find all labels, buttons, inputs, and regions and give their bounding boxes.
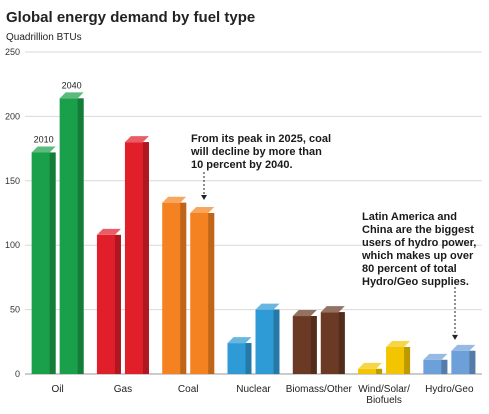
- bar-coal-2040: [190, 207, 215, 374]
- bar-gas-2010: [96, 228, 121, 374]
- x-label-wind-solar-biofuels: Wind/Solar/Biofuels: [358, 384, 410, 406]
- bar-coal-2010: [162, 196, 187, 374]
- x-label-nuclear: Nuclear: [236, 384, 271, 395]
- y-tick-label-50: 50: [10, 305, 20, 315]
- x-label-coal: Coal: [178, 384, 199, 395]
- bar-hydro-geo-2010: [423, 353, 448, 374]
- y-tick-label-150: 150: [5, 176, 20, 186]
- annotation-1-arrowhead: [201, 195, 207, 200]
- annotation-2-arrowhead: [452, 334, 458, 340]
- x-axis-labels: Oil Gas Coal Nuclear Biomass/Other Wind/Solar…: [52, 384, 474, 406]
- y-axis-unit-label: Quadrillion BTUs: [6, 32, 82, 43]
- bar-oil-2040: [59, 92, 84, 375]
- bar-biomass-other-2010: [292, 310, 317, 374]
- x-label-gas: Gas: [114, 384, 132, 395]
- series-label-2010: 2010: [34, 134, 54, 144]
- bar-biomass-other-2040: [320, 306, 345, 374]
- bar-nuclear-2040: [255, 303, 280, 374]
- y-tick-label-100: 100: [5, 240, 20, 250]
- bar-nuclear-2010: [227, 337, 252, 374]
- y-tick-label-250: 250: [5, 47, 20, 57]
- y-axis-ticks: 0 50 100 150 200 250: [5, 47, 20, 379]
- x-label-oil: Oil: [52, 384, 64, 395]
- annotation-2: Latin America and China are the biggest us…: [361, 211, 476, 288]
- bar-wind-solar-biofuels-2010: [358, 362, 383, 374]
- y-tick-label-200: 200: [5, 111, 20, 121]
- x-label-biomass-other: Biomass/Other: [286, 384, 353, 395]
- bars: 2010 2040: [31, 80, 476, 375]
- bar-wind-solar-biofuels-2040: [386, 340, 411, 374]
- bar-gas-2040: [124, 136, 149, 374]
- annotations: From its peak in 2025, coal will decline …: [190, 133, 476, 340]
- x-label-hydro-geo: Hydro/Geo: [425, 384, 474, 395]
- series-label-2040: 2040: [62, 80, 82, 90]
- bar-oil-2010: [31, 146, 56, 374]
- chart-title: Global energy demand by fuel type: [6, 9, 255, 26]
- annotation-1: From its peak in 2025, coal will decline …: [190, 133, 331, 171]
- y-tick-label-0: 0: [15, 369, 20, 379]
- bar-hydro-geo-2040: [451, 344, 476, 374]
